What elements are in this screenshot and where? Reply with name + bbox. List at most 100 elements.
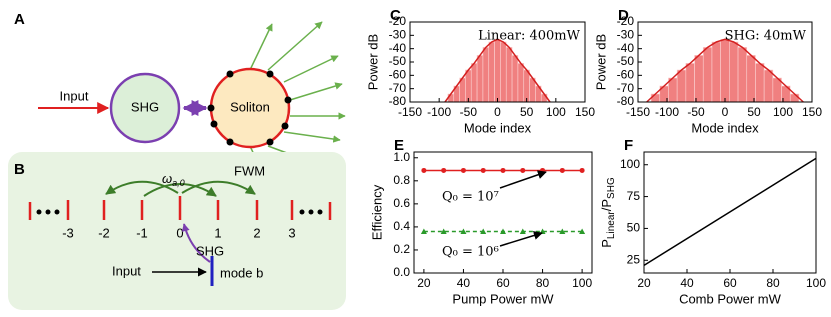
x-tick-label: 150 bbox=[575, 105, 595, 119]
mode-label: 2 bbox=[253, 225, 260, 240]
x-tick-label: -150 bbox=[626, 105, 650, 119]
marker bbox=[519, 228, 526, 235]
y-tick-label: -20 bbox=[389, 14, 407, 28]
x-tick-label: -100 bbox=[427, 105, 451, 119]
y-tick-label: 100 bbox=[620, 157, 640, 171]
annotation: SHG: 40mW bbox=[725, 29, 807, 44]
x-tick-label: -50 bbox=[687, 105, 705, 119]
annotation-arrow bbox=[499, 231, 543, 247]
mode-label: -1 bbox=[136, 225, 148, 240]
y-tick-label: -70 bbox=[389, 81, 407, 95]
x-tick-label: 100 bbox=[546, 105, 566, 119]
bar bbox=[737, 47, 748, 103]
mode-labels: -3 -2 -1 0 1 2 3 bbox=[62, 225, 295, 240]
panel-letter: B bbox=[14, 161, 25, 178]
bar bbox=[685, 63, 695, 103]
y-axis-label-part: /P bbox=[599, 199, 614, 211]
y-tick-label: -40 bbox=[617, 41, 635, 55]
marker bbox=[559, 167, 565, 173]
y-tick-label: -20 bbox=[617, 14, 635, 28]
shg-ring bbox=[109, 72, 181, 144]
panel-b-background bbox=[8, 152, 346, 310]
y-axis-label: PLinear/PSHG bbox=[599, 177, 616, 248]
y-axis-label-part: Linear bbox=[606, 211, 617, 239]
x-axis-label: Pump Power mW bbox=[452, 291, 554, 306]
marker bbox=[460, 228, 467, 235]
marker bbox=[520, 167, 526, 173]
bar bbox=[505, 47, 513, 103]
mode-label: -3 bbox=[62, 225, 74, 240]
bar bbox=[494, 39, 501, 103]
bar bbox=[763, 69, 774, 103]
x-tick-label: 20 bbox=[637, 276, 651, 290]
y-tick-label: -80 bbox=[617, 94, 635, 108]
y-axis-label-part: P bbox=[599, 239, 614, 248]
y-axis-label: Power dB bbox=[365, 34, 380, 90]
mode-label: 1 bbox=[214, 225, 221, 240]
mode-b-label: mode b bbox=[220, 265, 263, 280]
bar bbox=[476, 55, 484, 103]
marker bbox=[500, 167, 506, 173]
y-tick-label: -40 bbox=[389, 41, 407, 55]
bar bbox=[488, 41, 495, 103]
x-tick-label: 60 bbox=[496, 276, 510, 290]
soliton-label: Soliton bbox=[230, 99, 270, 114]
y-tick-label: 25 bbox=[627, 252, 641, 266]
y-tick-label: 75 bbox=[627, 189, 641, 203]
x-tick-label: 100 bbox=[773, 105, 793, 119]
x-tick-label: 0 bbox=[494, 105, 501, 119]
fwm-arcs bbox=[105, 180, 256, 197]
y-tick-label: -50 bbox=[389, 54, 407, 68]
y-tick-label: 50 bbox=[627, 221, 641, 235]
bar bbox=[702, 47, 713, 103]
spectrum-envelope bbox=[646, 38, 804, 103]
marker bbox=[421, 167, 427, 173]
x-tick-label: 40 bbox=[457, 276, 471, 290]
marker bbox=[460, 167, 466, 173]
x-axis-label: Mode index bbox=[691, 120, 759, 135]
fwm-label: FWM bbox=[234, 163, 265, 178]
x-tick-label: 50 bbox=[520, 105, 534, 119]
chart-panel: F 20 40 60 80 100 25 50 75 100 Comb Power mW PLinea… bbox=[599, 137, 826, 306]
bar bbox=[694, 55, 704, 103]
y-tick-label: 0.6 bbox=[393, 196, 410, 210]
chart-panel: C-150 -100 -50 0 50 100 150-20-30-40-50-60-70-… bbox=[365, 7, 595, 135]
bar bbox=[482, 47, 490, 103]
marker bbox=[480, 167, 486, 173]
bar bbox=[517, 63, 525, 103]
input-label: Input bbox=[112, 263, 141, 278]
x-tick-label: 40 bbox=[680, 276, 694, 290]
bar bbox=[789, 93, 800, 103]
bar bbox=[465, 69, 472, 103]
bar bbox=[729, 41, 739, 103]
spectrum-envelope bbox=[444, 38, 551, 103]
bar bbox=[523, 69, 530, 103]
panel-letter: A bbox=[14, 11, 25, 28]
y-tick-label: 0.8 bbox=[393, 173, 410, 187]
x-tick-label: -100 bbox=[655, 105, 679, 119]
x-tick-label: 0 bbox=[722, 105, 729, 119]
bar bbox=[511, 55, 519, 103]
y-axis-label-part: SHG bbox=[606, 177, 617, 199]
x-axis-label: Comb Power mW bbox=[679, 291, 782, 306]
bar bbox=[720, 39, 730, 103]
bar bbox=[470, 63, 478, 103]
y-tick-label: 0.2 bbox=[393, 242, 410, 256]
shg-label: SHG bbox=[131, 99, 159, 114]
input-label: Input bbox=[60, 88, 89, 103]
bar bbox=[746, 55, 756, 103]
y-tick-label: 1.0 bbox=[393, 150, 410, 164]
y-tick-label: -50 bbox=[617, 54, 635, 68]
x-tick-label: -50 bbox=[460, 105, 478, 119]
annotation-arrow bbox=[499, 170, 547, 189]
panel-letter: E bbox=[394, 137, 404, 154]
x-tick-label: 100 bbox=[806, 276, 826, 290]
panel-a: A Input SHG Soliton bbox=[14, 11, 346, 177]
panel-b: B -3 -2 -1 0 1 2 3 ωa,0 FWM SHG Input mode b bbox=[8, 152, 346, 310]
annotation: Q₀ = 10⁶ bbox=[442, 245, 499, 260]
annotation: Linear: 400mW bbox=[478, 29, 580, 44]
bar bbox=[755, 63, 765, 103]
x-tick-label: -150 bbox=[398, 105, 422, 119]
y-tick-label: -30 bbox=[617, 28, 635, 42]
